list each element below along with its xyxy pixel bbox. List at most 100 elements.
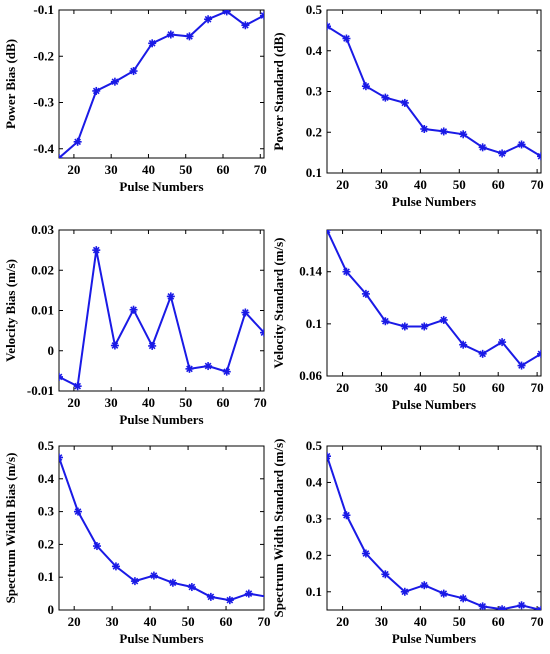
series-line (59, 10, 264, 158)
x-tick-label: 40 (142, 395, 155, 410)
data-point (59, 154, 63, 158)
data-point (342, 34, 351, 43)
y-axis-label: Velocity Standard (m/s) (271, 238, 286, 369)
data-point (166, 30, 175, 39)
x-tick-label: 60 (217, 395, 230, 410)
series-line (327, 230, 541, 367)
data-point (59, 372, 63, 381)
y-tick-label: 0.4 (38, 471, 55, 486)
x-tick-label: 60 (492, 380, 505, 395)
data-point (222, 10, 231, 16)
data-point (537, 152, 541, 161)
data-point (204, 15, 213, 24)
y-tick-label: 0 (48, 343, 55, 358)
data-point (342, 511, 351, 520)
x-tick-label: 30 (375, 380, 388, 395)
x-axis-label: Pulse Numbers (392, 397, 476, 412)
panel-velocity-bias: 20 30 40 50 60 70 -0.01 0 0.01 0.02 0.03 Pulse Numb… (3, 222, 267, 427)
data-point (517, 601, 526, 610)
x-tick-label: 40 (142, 162, 155, 177)
x-axis-label: Pulse Numbers (392, 631, 476, 646)
y-tick-label: 0.3 (306, 84, 323, 99)
data-point (459, 594, 468, 603)
axes-frame (58, 229, 265, 392)
x-tick-label: 60 (492, 614, 505, 629)
data-point (129, 67, 138, 76)
y-tick-label: 0.4 (306, 474, 323, 489)
panel-power-standard: 20 30 40 50 60 70 0.1 0.2 0.3 0.4 0.5 Pulse Numbers… (271, 2, 544, 209)
data-point (111, 562, 120, 571)
data-point (260, 328, 264, 337)
panel-velocity-standard: 20 30 40 50 60 70 0.06 0.1 0.14 Pulse Numbers Velo… (271, 229, 544, 412)
y-tick-label: -0.4 (33, 141, 54, 156)
x-tick-label: 70 (254, 395, 267, 410)
x-tick-label: 50 (179, 395, 192, 410)
y-tick-label: 0.2 (38, 536, 54, 551)
x-axis-label: Pulse Numbers (119, 631, 203, 646)
series-line (59, 457, 264, 602)
series-line (327, 25, 541, 158)
x-tick-label: 70 (531, 380, 544, 395)
axes-frame (326, 229, 542, 377)
data-point (439, 589, 448, 598)
x-tick-label: 70 (258, 614, 271, 629)
data-point (420, 322, 429, 331)
y-tick-label: 0.5 (306, 2, 323, 17)
data-point (149, 571, 158, 580)
data-point (342, 267, 351, 276)
data-point (420, 124, 429, 133)
x-tick-label: 50 (453, 177, 466, 192)
x-tick-label: 50 (182, 614, 195, 629)
panel-power-bias: 20 30 40 50 60 70 -0.4 -0.3 -0.2 -0.1 Pulse Number… (3, 2, 267, 194)
x-tick-label: 50 (453, 380, 466, 395)
data-point (225, 596, 234, 605)
x-tick-label: 30 (106, 614, 119, 629)
y-tick-label: 0.14 (299, 264, 322, 279)
data-point (478, 349, 487, 358)
data-point (459, 130, 468, 139)
series (327, 22, 541, 161)
y-tick-label: 0.4 (306, 43, 323, 58)
y-tick-label: 0.1 (306, 316, 322, 331)
data-point (185, 32, 194, 41)
y-axis-label: Spectrum Width Bias (m/s) (3, 453, 18, 604)
data-point (439, 127, 448, 136)
data-point (361, 549, 370, 558)
data-point (148, 341, 157, 350)
axes-frame (326, 445, 542, 611)
data-point (361, 82, 370, 91)
y-tick-label: -0.3 (33, 95, 54, 110)
y-tick-label: 0.1 (38, 569, 54, 584)
x-tick-label: 40 (144, 614, 157, 629)
y-axis-label: Spectrum Width Standard (m/s) (271, 438, 286, 617)
data-point (73, 507, 82, 516)
data-point (400, 322, 409, 331)
x-tick-label: 30 (105, 395, 118, 410)
series (59, 246, 264, 391)
series (327, 452, 541, 610)
x-tick-label: 20 (336, 614, 349, 629)
y-tick-label: 0.1 (306, 165, 322, 180)
data-point (498, 338, 507, 347)
series-line (327, 455, 541, 610)
x-tick-label: 40 (414, 614, 427, 629)
data-point (420, 581, 429, 590)
x-axis-label: Pulse Numbers (119, 179, 203, 194)
y-axis-label: Power Standard (dB) (271, 32, 286, 150)
data-point (148, 39, 157, 48)
panel-spectrum-width-standard: 20 30 40 50 60 70 0.1 0.2 0.3 0.4 0.5 Pulse Numbers… (271, 438, 544, 646)
y-tick-label: -0.2 (33, 48, 54, 63)
series-line (59, 249, 264, 388)
data-point (400, 587, 409, 596)
x-tick-label: 40 (414, 380, 427, 395)
x-axis-label: Pulse Numbers (119, 412, 203, 427)
axes-frame (58, 9, 265, 159)
data-point (59, 453, 63, 462)
x-tick-label: 30 (105, 162, 118, 177)
y-tick-label: 0.01 (31, 303, 54, 318)
x-tick-label: 70 (254, 162, 267, 177)
x-tick-label: 20 (336, 380, 349, 395)
data-point (498, 605, 507, 610)
data-point (187, 583, 196, 592)
data-point (498, 149, 507, 158)
